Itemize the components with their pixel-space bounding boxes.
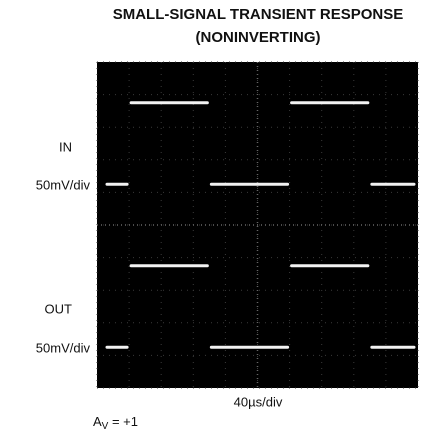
channel-scale: 50mV/div: [36, 177, 91, 192]
channel-label: IN: [59, 139, 72, 154]
chart-title: SMALL-SIGNAL TRANSIENT RESPONSE: [113, 6, 404, 23]
chart-title: (NONINVERTING): [196, 29, 321, 46]
gain-text: = +1: [108, 414, 138, 429]
gain-subscript: V: [102, 421, 109, 432]
channel-scale: 50mV/div: [36, 340, 91, 355]
gain-symbol: A: [93, 414, 102, 429]
x-axis-label: 40µs/div: [234, 394, 283, 409]
channel-label: OUT: [45, 301, 73, 316]
gain-label: AV = +1: [93, 414, 138, 431]
